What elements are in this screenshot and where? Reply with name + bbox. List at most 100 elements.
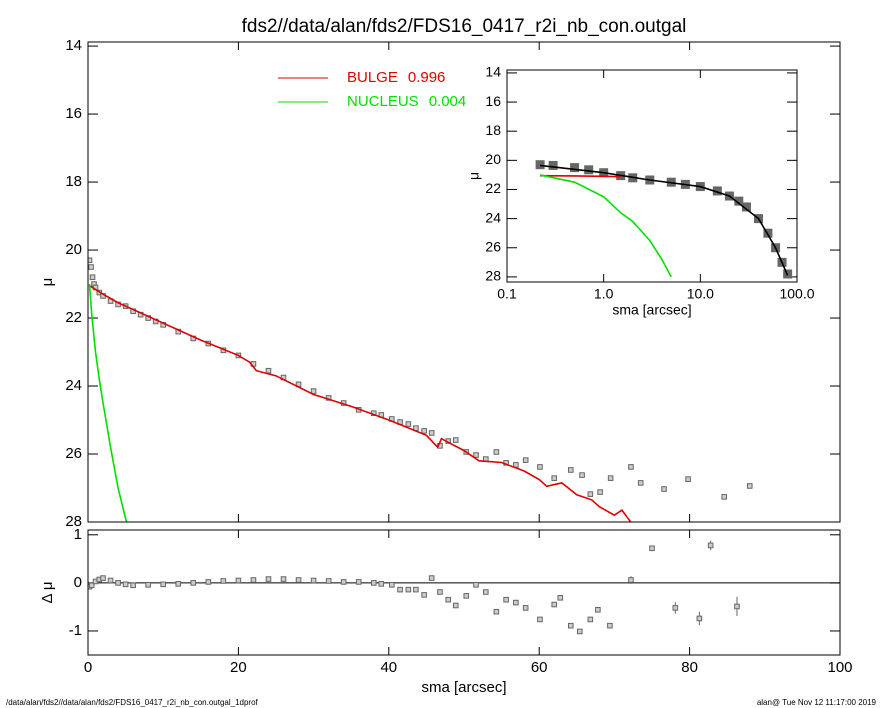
data-point: [649, 545, 655, 552]
data-point: [721, 494, 727, 500]
x-tick-label: 1.0: [594, 286, 614, 302]
data-point: [405, 586, 412, 593]
legend-label: NUCLEUS: [347, 93, 419, 110]
data-point: [551, 475, 558, 481]
data-point: [746, 483, 753, 489]
data-layer: [535, 160, 793, 279]
y-tick-label: 14: [65, 37, 82, 54]
data-point: [340, 579, 347, 585]
data-point: [537, 464, 543, 470]
y-tick-label: 28: [65, 513, 82, 530]
x-axis-label: sma [arcsec]: [612, 302, 691, 318]
data-point: [734, 603, 740, 610]
data-point: [265, 367, 272, 374]
legend-value: 0.996: [408, 69, 446, 86]
data-point: [607, 475, 614, 481]
data-point: [325, 578, 332, 584]
data-point: [310, 388, 317, 394]
data-point: [570, 163, 580, 173]
y-tick-label: 22: [485, 180, 501, 196]
y-tick-label: 20: [485, 151, 501, 167]
data-point: [445, 596, 452, 603]
data-point: [220, 578, 227, 584]
y-tick-label: 20: [65, 241, 82, 258]
data-point: [628, 464, 634, 470]
data-point: [88, 257, 93, 264]
chart-title: fds2//data/alan/fds2/FDS16_0417_r2i_nb_c…: [242, 16, 687, 37]
data-point: [672, 605, 679, 611]
data-point: [493, 608, 500, 615]
data-point: [130, 582, 136, 589]
y-axis-label: μ: [39, 278, 56, 287]
data-point: [413, 586, 419, 593]
y-tick-label: 16: [65, 105, 82, 122]
data-point: [280, 576, 287, 582]
data-point: [551, 601, 558, 608]
y-axis-label: Δ μ: [39, 581, 56, 603]
y-tick-label: 18: [485, 122, 501, 138]
data-point: [378, 581, 385, 587]
y-tick-label: 14: [485, 64, 501, 80]
x-tick-label: 0: [84, 659, 92, 676]
data-point: [355, 579, 362, 585]
y-tick-label: 24: [485, 209, 501, 225]
data-point: [557, 594, 564, 601]
data-point: [389, 582, 395, 588]
data-point: [522, 605, 529, 611]
plot-frame: [87, 529, 841, 656]
data-point: [577, 628, 583, 635]
footer-left: /data/alan/fds2//data/alan/fds2/FDS16_04…: [6, 698, 259, 707]
data-point: [535, 160, 545, 170]
legend-value: 0.004: [429, 93, 467, 110]
series-line: [89, 285, 632, 522]
data-point: [661, 486, 667, 492]
data-point: [370, 580, 377, 586]
series-line: [88, 283, 128, 522]
data-point: [696, 615, 703, 622]
data-point: [579, 472, 585, 478]
series-line: [539, 174, 672, 278]
data-point: [587, 491, 594, 497]
data-point: [522, 457, 529, 463]
data-point: [88, 264, 94, 270]
data-point: [421, 428, 427, 434]
data-point: [513, 599, 519, 606]
y-tick-label: 22: [65, 309, 82, 326]
x-tick-label: 0.1: [497, 286, 517, 302]
y-tick-label: 18: [65, 173, 82, 190]
data-point: [88, 582, 95, 589]
data-point: [637, 480, 644, 486]
series-line: [540, 174, 621, 178]
x-tick-label: 100: [827, 659, 852, 676]
data-point: [397, 586, 403, 593]
data-point: [452, 437, 459, 443]
data-point: [250, 577, 257, 583]
data-point: [567, 622, 574, 629]
data-point: [100, 575, 106, 581]
y-tick-label: 26: [485, 238, 501, 254]
x-tick-label: 100.0: [779, 286, 814, 302]
data-point: [473, 452, 479, 458]
x-tick-label: 40: [380, 659, 397, 676]
data-point: [421, 592, 427, 598]
data-point: [503, 596, 509, 603]
panel: 14 16 18 20 22 24 26 28 0.1 1.0 10.0 100.0 sma [arcs…: [466, 64, 815, 318]
y-tick-label: 24: [65, 377, 82, 394]
data-point: [537, 616, 543, 623]
y-tick-label: -1: [69, 622, 82, 639]
data-point: [428, 430, 435, 436]
legend-label: BULGE: [347, 69, 398, 86]
data-point: [295, 577, 302, 583]
data-point: [437, 589, 443, 595]
data-point: [685, 476, 691, 482]
y-tick-label: 0: [74, 574, 82, 591]
data-layer: [88, 257, 753, 522]
footer-right: alan@ Tue Nov 12 11:17:00 2019: [757, 698, 877, 707]
data-point: [122, 581, 129, 588]
data-point: [587, 616, 594, 623]
data-point: [115, 580, 121, 586]
data-point: [310, 577, 317, 584]
data-point: [597, 489, 603, 495]
